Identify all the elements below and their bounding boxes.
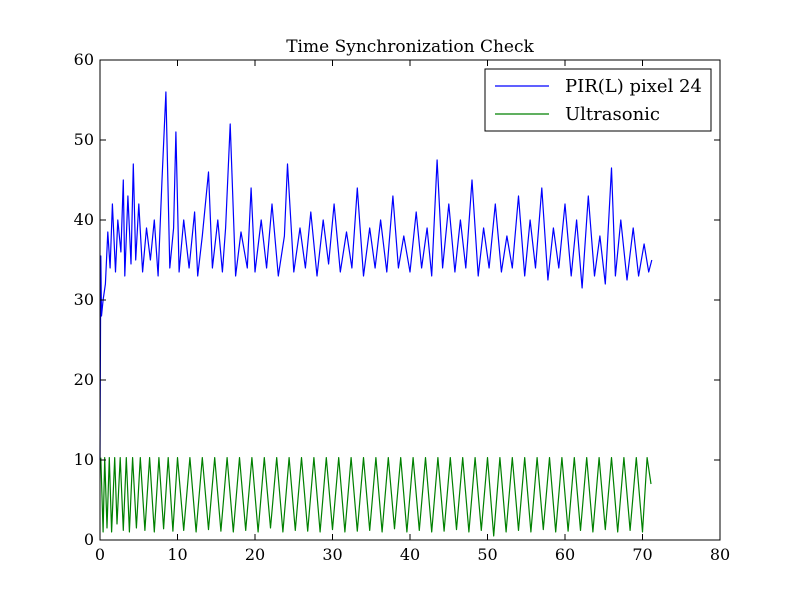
x-tick-label: 20	[245, 545, 265, 564]
plot-frame	[99, 59, 721, 541]
x-tick-label: 50	[477, 545, 497, 564]
y-tick-label: 40	[74, 210, 94, 229]
x-tick-label: 30	[322, 545, 342, 564]
y-tick-label: 30	[74, 290, 94, 309]
y-tick-label: 50	[74, 130, 94, 149]
y-tick-label: 0	[84, 530, 94, 549]
axis-ticks: 0 10 20 30 40 50 60 70 80 0 10 20 30 40 50 60	[74, 50, 731, 564]
x-tick-label: 80	[710, 545, 730, 564]
y-tick-label: 20	[74, 370, 94, 389]
x-tick-label: 40	[400, 545, 420, 564]
x-tick-label: 10	[167, 545, 187, 564]
legend: PIR(L) pixel 24 Ultrasonic	[484, 68, 712, 132]
series-line-ultrasonic	[100, 457, 652, 537]
x-tick-label: 0	[95, 545, 105, 564]
legend-label-pir: PIR(L) pixel 24	[565, 76, 702, 97]
series-line-pir	[99, 91, 653, 461]
series-layer	[99, 91, 653, 537]
y-tick-label: 60	[74, 50, 94, 69]
chart-title: Time Synchronization Check	[286, 37, 534, 57]
legend-box	[484, 68, 712, 132]
x-tick-label: 60	[555, 545, 575, 564]
y-tick-label: 10	[74, 450, 94, 469]
legend-label-ultrasonic: Ultrasonic	[565, 104, 660, 125]
x-tick-label: 70	[632, 545, 652, 564]
